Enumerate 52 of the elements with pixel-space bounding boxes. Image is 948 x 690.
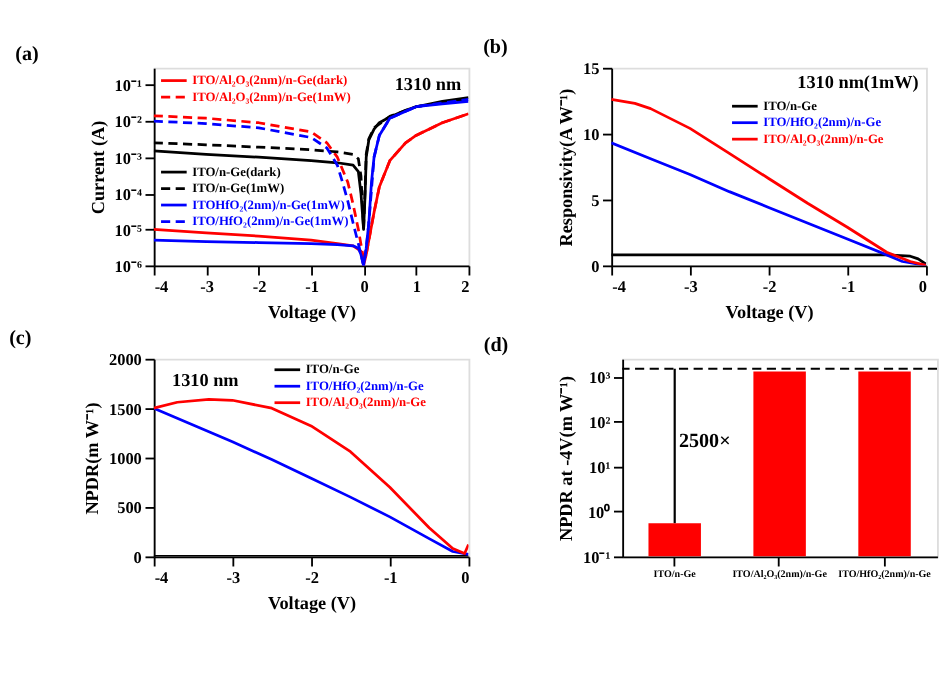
y-tick-label: 1500	[108, 400, 142, 419]
y-tick-label: 10²	[588, 414, 612, 432]
y-axis-title: NPDR at -4V(m W⁻¹)	[556, 376, 577, 542]
x-tick-label: 1	[412, 277, 422, 296]
y-tick-label: 500	[117, 499, 142, 518]
y-axis-title: Responsivity(A W⁻¹)	[555, 88, 576, 247]
annotation: 1310 nm	[394, 73, 462, 94]
y-tick-label: 10⁻⁶	[114, 257, 143, 276]
x-tick-label: 0	[461, 568, 470, 587]
chart-title: (d)	[483, 335, 509, 358]
x-axis-title: Voltage (V)	[267, 301, 357, 324]
y-tick-label: 10⁻¹	[114, 77, 143, 96]
x-tick-label: -1	[383, 568, 398, 587]
y-tick-label: 10⁻²	[114, 113, 143, 132]
annotation: 2500×	[678, 430, 731, 453]
x-tick-label: 0	[360, 277, 369, 296]
x-tick-label: -2	[252, 277, 267, 296]
y-tick-label: 2000	[108, 351, 142, 370]
y-tick-label: 5	[591, 191, 600, 210]
x-tick-label: 0	[918, 277, 927, 296]
x-tick-label: -3	[684, 277, 698, 296]
y-axis-title: NPDR(m W⁻¹)	[81, 402, 102, 515]
x-tick-label: 2	[461, 277, 470, 296]
y-tick-label: 10	[582, 126, 600, 145]
y-tick-label: 0	[591, 257, 600, 276]
x-axis-title: Voltage (V)	[267, 592, 357, 615]
chart-title: (b)	[483, 37, 508, 60]
x-tick-label: -2	[305, 568, 319, 587]
x-tick-label: -2	[762, 277, 777, 296]
x-axis-title: Voltage (V)	[725, 301, 814, 324]
y-tick-label: 0	[133, 548, 142, 567]
y-tick-label: 10⁻⁴	[114, 185, 143, 204]
y-axis-title: Current (A)	[87, 120, 108, 215]
x-tick-label: -3	[226, 568, 241, 587]
x-tick-label: -4	[154, 277, 169, 296]
y-tick-label: 10⁻¹	[582, 548, 612, 567]
chart-title: (c)	[9, 328, 32, 351]
annotation: 1310 nm(1mW)	[797, 71, 919, 92]
x-tick-label: -3	[200, 277, 214, 296]
annotation: 1310 nm	[172, 370, 240, 391]
y-tick-label: 10³	[588, 369, 612, 388]
y-tick-label: 10¹	[588, 458, 612, 477]
y-tick-label: 1000	[108, 450, 142, 468]
x-tick-label: -1	[841, 277, 856, 296]
x-tick-label: -1	[305, 277, 319, 296]
y-tick-label: 10⁻³	[114, 149, 143, 168]
chart-title: (a)	[15, 44, 39, 67]
y-tick-label: 10⁰	[587, 501, 611, 522]
y-tick-label: 15	[582, 60, 600, 79]
x-tick-label: -4	[154, 568, 169, 587]
x-tick-label: -4	[612, 277, 626, 296]
y-tick-label: 10⁻⁵	[114, 221, 143, 240]
